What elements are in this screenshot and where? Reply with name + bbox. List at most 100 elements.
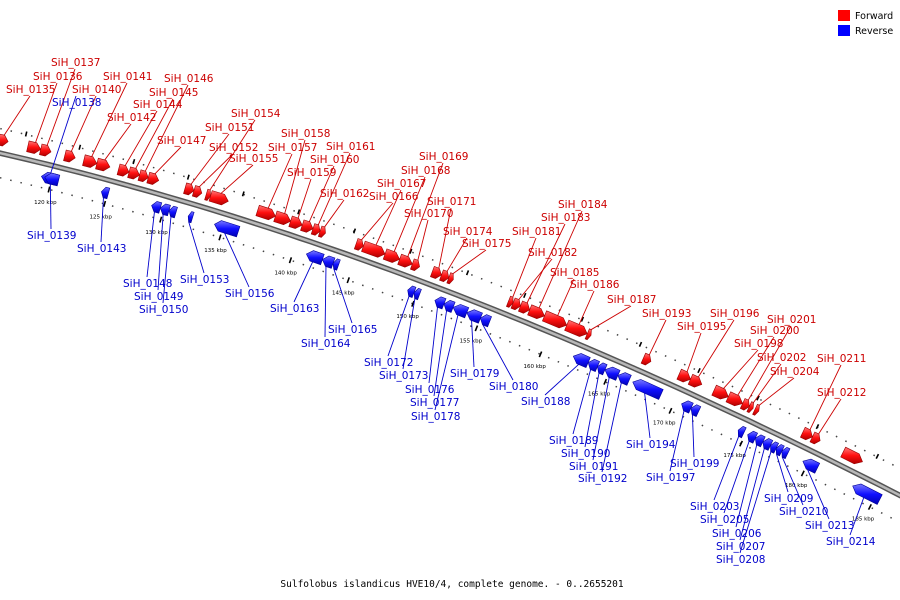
gene-leader-line	[584, 373, 600, 448]
gene-sih-0158	[273, 210, 292, 226]
gene-leader-line	[592, 377, 610, 461]
gene-label-sih-0203: SiH_0203	[690, 501, 739, 513]
kbp-label: 145 kbp	[332, 290, 355, 296]
gene-label-sih-0204: SiH_0204	[770, 366, 820, 378]
kbp-label: 135 kbp	[204, 248, 227, 254]
gene-label-sih-0150: SiH_0150	[139, 304, 188, 316]
gene-label-sih-0202: SiH_0202	[757, 352, 806, 364]
gene-arrows	[0, 133, 883, 505]
gene-leader-lines	[3, 68, 865, 554]
gene-label-sih-0136: SiH_0136	[33, 71, 83, 83]
gene-sih-0186	[564, 319, 588, 337]
forward-track-tick	[241, 191, 245, 197]
gene-sih-0147	[146, 171, 160, 185]
gene-leader-line	[601, 382, 622, 473]
gene-label-sih-0186: SiH_0186	[570, 279, 620, 291]
gene-label-sih-0157: SiH_0157	[268, 142, 317, 154]
gene-label-sih-0188: SiH_0188	[521, 396, 570, 408]
gene-label-sih-0161: SiH_0161	[326, 141, 375, 153]
gene-label-sih-0142: SiH_0142	[107, 112, 156, 124]
gene-sih-0211	[799, 426, 813, 441]
gene-label-sih-0195: SiH_0195	[677, 321, 726, 333]
gene-label-sih-0143: SiH_0143	[77, 243, 126, 255]
gene-label-sih-0169: SiH_0169	[419, 151, 468, 163]
gene-leader-line	[46, 68, 76, 146]
gene-label-sih-0179: SiH_0179	[450, 368, 499, 380]
gene-leader-line	[781, 457, 804, 506]
gene-label-sih-0167: SiH_0167	[377, 178, 426, 190]
gene-leader-line	[324, 266, 327, 338]
gene-sih-0141	[82, 154, 98, 168]
gene-sih-0140	[63, 149, 76, 163]
gene-sih-0213	[802, 458, 821, 474]
gene-leader-line	[46, 95, 77, 184]
gene-sih-0205	[747, 430, 758, 444]
gene-leader-line	[146, 212, 155, 278]
gene-sih-0172	[407, 285, 417, 298]
gene-leader-line	[297, 178, 312, 219]
kbp-label: 170 kbp	[653, 421, 676, 427]
gene-label-sih-0194: SiH_0194	[626, 439, 676, 451]
gene-leader-line	[433, 310, 448, 397]
gene-leader-line	[209, 119, 256, 191]
gene-sih-0175	[446, 272, 454, 285]
gene-leader-line	[737, 336, 775, 396]
gene-leader-line	[544, 364, 579, 396]
gene-leader-line	[648, 319, 667, 356]
gene-label-sih-0182: SiH_0182	[528, 247, 577, 259]
forward-track-tick	[24, 131, 28, 137]
forward-track-tick	[132, 158, 136, 165]
gene-label-sih-0205: SiH_0205	[700, 514, 749, 526]
gene-label-sih-0159: SiH_0159	[287, 167, 336, 179]
gene-leader-line	[691, 414, 695, 458]
gene-sih-0157	[255, 204, 276, 221]
gene-leader-line	[753, 363, 782, 403]
gene-label-sih-0189: SiH_0189	[549, 435, 598, 447]
gene-leader-line	[482, 324, 514, 381]
gene-label-sih-0139: SiH_0139	[27, 230, 76, 242]
gene-leader-line	[267, 153, 293, 209]
gene-leader-line	[220, 164, 254, 194]
gene-sih-0204	[752, 403, 760, 416]
gene-sih-0167	[361, 240, 386, 258]
gene-sih-0137	[39, 143, 52, 157]
forward-track-tick	[523, 292, 527, 299]
gene-sih-0145	[127, 166, 140, 180]
gene-leader-line	[407, 162, 444, 257]
gene-sih-0154	[204, 188, 211, 201]
gene-label-sih-0200: SiH_0200	[750, 325, 799, 337]
gene-leader-line	[807, 469, 830, 520]
gene-sih-0148	[151, 201, 163, 214]
kbp-label: 160 kbp	[524, 364, 547, 370]
legend-forward-swatch	[838, 10, 850, 21]
gene-label-sih-0158: SiH_0158	[281, 128, 330, 140]
gene-leader-line	[317, 152, 351, 225]
gene-leader-line	[154, 146, 182, 175]
gene-leader-line	[199, 153, 234, 188]
legend-reverse-label: Reverse	[855, 26, 893, 37]
gene-sih-0135	[0, 133, 9, 147]
gene-label-sih-0135: SiH_0135	[6, 84, 55, 96]
gene-leader-line	[776, 454, 789, 493]
gene-label-sih-0196: SiH_0196	[710, 308, 760, 320]
gene-label-sih-0212: SiH_0212	[817, 387, 866, 399]
gene-label-sih-0208: SiH_0208	[716, 554, 765, 566]
gene-label-sih-0213: SiH_0213	[805, 520, 854, 532]
gene-leader-line	[446, 237, 468, 272]
forward-track-tick	[352, 228, 357, 234]
kbp-tick	[218, 234, 222, 241]
gene-leader-line	[402, 298, 416, 370]
gene-leader-line	[809, 364, 842, 430]
forward-track-tick	[465, 270, 470, 276]
gene-leader-line	[393, 176, 426, 252]
gene-leader-line	[557, 278, 575, 316]
gene-leader-line	[428, 307, 438, 384]
gene-sih-0149	[159, 203, 171, 217]
kbp-label: 175 kbp	[723, 453, 746, 459]
gene-leader-line	[526, 223, 566, 304]
kbp-label: 125 kbp	[89, 214, 112, 220]
forward-track-tick	[875, 453, 880, 459]
kbp-label: 120 kbp	[34, 200, 57, 206]
kbp-tick	[800, 470, 805, 477]
